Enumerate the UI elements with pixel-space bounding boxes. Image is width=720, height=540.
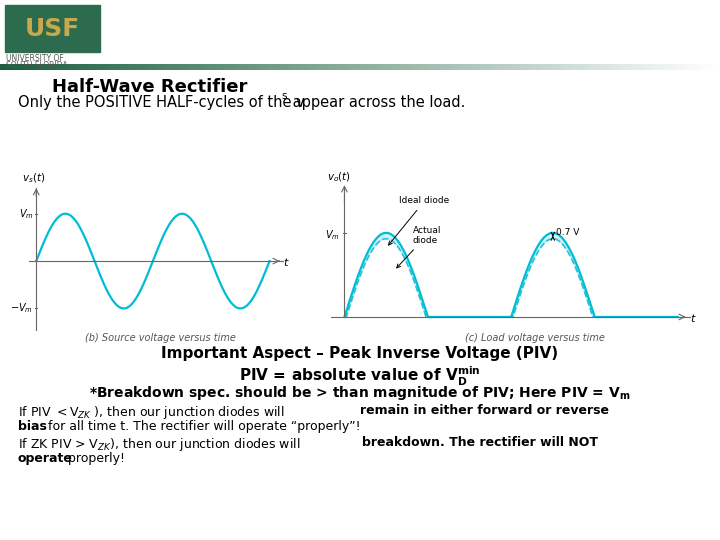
Text: (b) Source voltage versus time: (b) Source voltage versus time	[84, 333, 235, 343]
Text: UNIVERSITY OF: UNIVERSITY OF	[6, 54, 64, 63]
Text: PIV = absolute value of $\mathbf{V_D^{min}}$: PIV = absolute value of $\mathbf{V_D^{mi…	[239, 365, 481, 388]
Text: Ideal diode: Ideal diode	[389, 197, 450, 245]
Text: bias: bias	[18, 420, 47, 433]
Text: appear across the load.: appear across the load.	[288, 95, 465, 110]
Text: $V_m$: $V_m$	[19, 207, 33, 221]
Text: USF: USF	[24, 17, 80, 41]
Text: (c) Load voltage versus time: (c) Load voltage versus time	[465, 333, 605, 343]
Text: If ZK PIV > V$_{ZK}$), then our junction diodes will: If ZK PIV > V$_{ZK}$), then our junction…	[18, 436, 302, 453]
Text: breakdown. The rectifier will NOT: breakdown. The rectifier will NOT	[362, 436, 598, 449]
Text: Only the POSITIVE HALF-cycles of the v: Only the POSITIVE HALF-cycles of the v	[18, 95, 305, 110]
Text: Actual
diode: Actual diode	[397, 226, 441, 268]
Text: $-V_m$: $-V_m$	[11, 301, 33, 315]
Text: properly!: properly!	[64, 452, 125, 465]
Text: $v_o(t)$: $v_o(t)$	[327, 170, 351, 184]
Text: $t$: $t$	[284, 256, 290, 268]
Text: If PIV $<$V$_{ZK}$ ), then our junction diodes will: If PIV $<$V$_{ZK}$ ), then our junction …	[18, 404, 286, 421]
Text: remain in either forward or reverse: remain in either forward or reverse	[360, 404, 609, 417]
Text: s: s	[281, 91, 287, 101]
Text: *Breakdown spec. should be > than magnitude of PIV; Here PIV = $\mathbf{V_m}$: *Breakdown spec. should be > than magnit…	[89, 384, 631, 402]
Text: $V_m$: $V_m$	[325, 228, 340, 242]
Text: $t$: $t$	[690, 312, 696, 324]
Bar	[5, 5, 100, 52]
Text: SOUTH FLORIDA: SOUTH FLORIDA	[6, 61, 68, 70]
Text: operate: operate	[18, 452, 73, 465]
Text: Important Aspect – Peak Inverse Voltage (PIV): Important Aspect – Peak Inverse Voltage …	[161, 346, 559, 361]
Text: 0.7 V: 0.7 V	[556, 228, 580, 238]
Text: for all time t. The rectifier will operate “properly”!: for all time t. The rectifier will opera…	[44, 420, 361, 433]
Text: Half-Wave Rectifier: Half-Wave Rectifier	[52, 78, 248, 96]
Text: $v_s(t)$: $v_s(t)$	[22, 172, 45, 185]
